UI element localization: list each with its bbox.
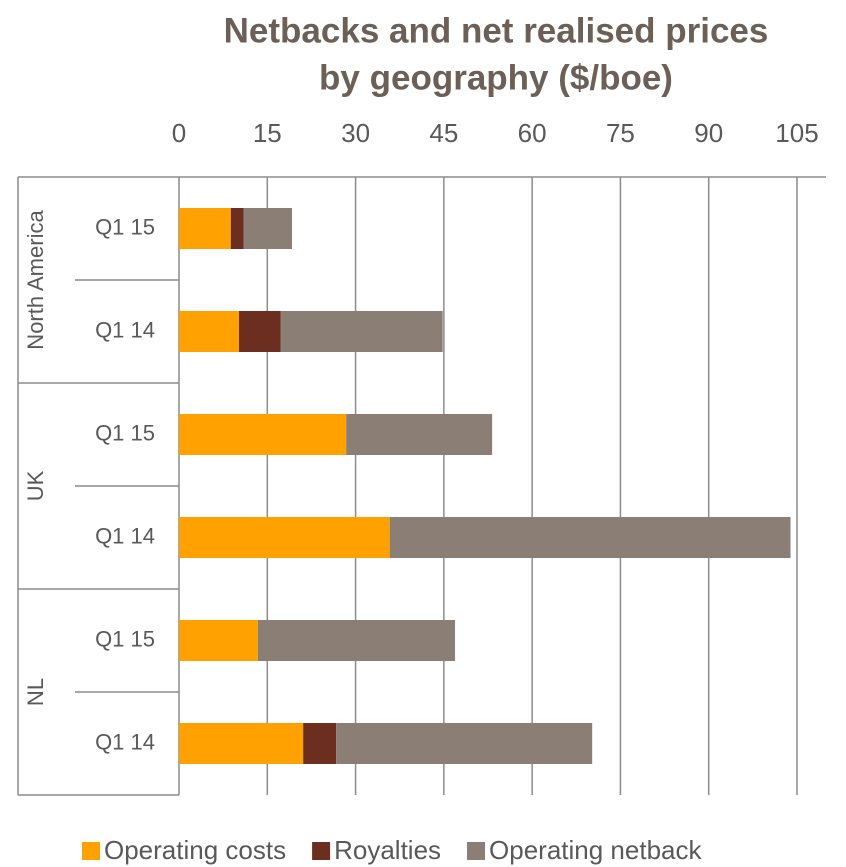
group-label: NL bbox=[23, 678, 48, 706]
bar-segment bbox=[346, 414, 493, 455]
bar-segment bbox=[179, 311, 240, 352]
bar-segment bbox=[389, 517, 791, 558]
bar-segment bbox=[230, 208, 244, 249]
y-tick-label: Q1 15 bbox=[95, 214, 155, 239]
y-tick-label: Q1 15 bbox=[95, 420, 155, 445]
y-tick-label: Q1 14 bbox=[95, 317, 155, 342]
y-tick-label: Q1 14 bbox=[95, 729, 155, 754]
group-label: North America bbox=[23, 210, 48, 350]
legend-swatch bbox=[312, 842, 331, 860]
group-label: UK bbox=[23, 470, 48, 501]
x-tick-label: 90 bbox=[694, 118, 723, 148]
legend-swatch bbox=[467, 842, 486, 860]
bar-segment bbox=[239, 311, 281, 352]
bar-segment bbox=[179, 723, 304, 764]
bar-segment bbox=[243, 208, 293, 249]
y-tick-label: Q1 15 bbox=[95, 626, 155, 651]
bar-segment bbox=[336, 723, 593, 764]
chart-title: Netbacks and net realised prices bbox=[224, 11, 769, 50]
chart-title: by geography ($/boe) bbox=[319, 58, 673, 97]
legend-swatch bbox=[82, 842, 100, 860]
x-tick-label: 45 bbox=[429, 118, 458, 148]
x-tick-label: 30 bbox=[341, 118, 370, 148]
bar-segment bbox=[179, 208, 231, 249]
x-tick-label: 15 bbox=[253, 118, 282, 148]
x-tick-label: 105 bbox=[775, 118, 818, 148]
bar-segment bbox=[303, 723, 337, 764]
legend-label: Operating costs bbox=[104, 835, 286, 865]
legend-label: Operating netback bbox=[489, 835, 702, 865]
bar-segment bbox=[280, 311, 443, 352]
x-tick-label: 0 bbox=[172, 118, 186, 148]
y-tick-label: Q1 14 bbox=[95, 523, 155, 548]
bar-segment bbox=[179, 620, 258, 661]
x-tick-label: 75 bbox=[606, 118, 635, 148]
bar-segment bbox=[179, 517, 390, 558]
legend-label: Royalties bbox=[334, 835, 441, 865]
x-tick-label: 60 bbox=[518, 118, 547, 148]
bar-segment bbox=[257, 620, 456, 661]
bar-segment bbox=[179, 414, 347, 455]
